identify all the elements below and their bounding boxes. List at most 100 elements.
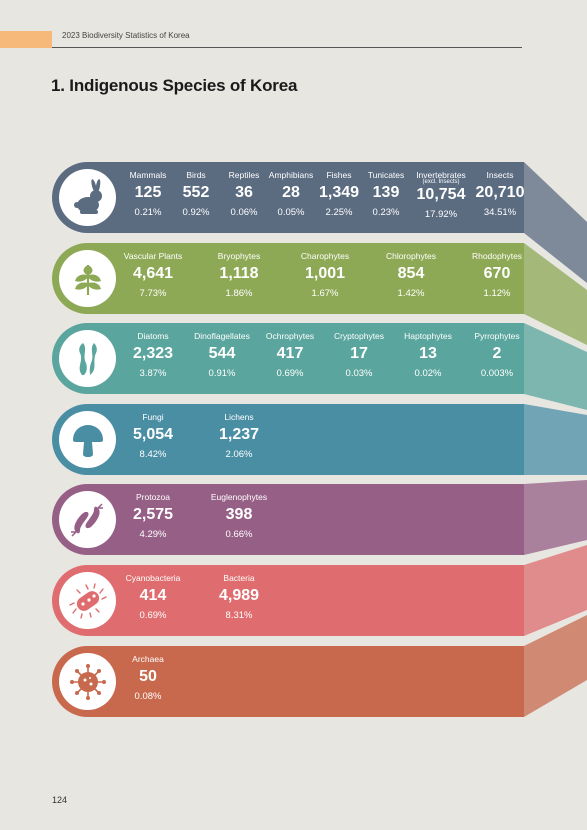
stat-percent: 0.03%	[345, 368, 373, 379]
stat-value: 1,118	[219, 265, 259, 282]
stat-value: 398	[225, 506, 253, 523]
stat-percent: 0.003%	[480, 368, 514, 379]
stat-label: Invertebrates	[416, 170, 466, 180]
band-animals: Mammals 125 0.21% Birds 552 0.92% Reptil…	[52, 162, 524, 233]
band-protozoa: Protozoa 2,575 4.29% Euglenophytes 398 0…	[52, 484, 524, 555]
stat-label: Tunicates	[367, 170, 405, 180]
stat-percent: 0.92%	[182, 207, 210, 218]
band-plants: Vascular Plants 4,641 7.73% Bryophytes 1…	[52, 243, 524, 314]
stat-value: 2,323	[132, 345, 174, 362]
stat-label: Charophytes	[300, 251, 350, 261]
stat-value: 1,001	[304, 265, 346, 282]
stat-rhodophytes: Rhodophytes 670 1.12%	[459, 243, 535, 314]
stat-percent: 1.86%	[225, 288, 253, 299]
stat-value: 17	[350, 345, 368, 362]
band-bacteria: Cyanobacteria 414 0.69% Bacteria 4,989 8…	[52, 565, 524, 636]
stat-value: 50	[139, 668, 157, 685]
stat-bryophytes: Bryophytes 1,118 1.86%	[201, 243, 277, 314]
stat-value: 139	[372, 184, 400, 201]
stat-label: Diatoms	[137, 331, 169, 341]
stat-label: Protozoa	[135, 492, 171, 502]
stat-percent: 0.69%	[139, 610, 167, 621]
stat-label: Mammals	[129, 170, 167, 180]
rabbit-icon	[73, 178, 102, 214]
stat-percent: 0.02%	[414, 368, 442, 379]
stat-percent: 8.42%	[139, 449, 167, 460]
running-header: 2023 Biodiversity Statistics of Korea	[62, 31, 190, 40]
stat-value: 1,237	[218, 426, 260, 443]
stat-label: Pyrrophytes	[474, 331, 520, 341]
header-accent-tab	[0, 31, 52, 48]
stat-fishes: Fishes 1,349 2.25%	[301, 162, 377, 233]
stat-label: Dinoflagellates	[194, 331, 250, 341]
page-title: 1. Indigenous Species of Korea	[51, 76, 298, 95]
stat-percent: 1.42%	[397, 288, 425, 299]
stat-label: Cryptophytes	[333, 331, 385, 341]
stat-lichens: Lichens 1,237 2.06%	[201, 404, 277, 475]
stat-haptophytes: Haptophytes 13 0.02%	[390, 323, 466, 394]
stat-label: Reptiles	[228, 170, 260, 180]
stat-percent: 0.21%	[134, 207, 162, 218]
stat-label: Fungi	[142, 412, 164, 422]
stat-cryptophytes: Cryptophytes 17 0.03%	[321, 323, 397, 394]
stat-percent: 1.12%	[483, 288, 511, 299]
stat-label: Lichens	[224, 412, 254, 422]
stat-value: 28	[282, 184, 300, 201]
stat-diatoms: Diatoms 2,323 3.87%	[115, 323, 191, 394]
stat-invertebrates: Invertebrates (excl. Insects) 10,754 17.…	[403, 162, 479, 233]
stat-percent: 7.73%	[139, 288, 167, 299]
seaweed-icon	[78, 342, 97, 375]
stat-percent: 3.87%	[139, 368, 167, 379]
stat-value: 4,989	[218, 587, 260, 604]
stat-percent: 17.92%	[424, 209, 458, 220]
stat-value: 1,349	[318, 184, 360, 201]
stat-sublabel: (excl. Insects)	[422, 179, 460, 185]
stat-percent: 2.06%	[225, 449, 253, 460]
stat-percent: 0.23%	[372, 207, 400, 218]
icon-circle	[59, 572, 116, 629]
stat-percent: 4.29%	[139, 529, 167, 540]
icon-circle	[59, 250, 116, 307]
stat-percent: 0.91%	[208, 368, 236, 379]
stat-label: Vascular Plants	[123, 251, 183, 261]
icon-circle	[59, 330, 116, 387]
page-number: 124	[52, 795, 68, 805]
stat-amphibians: Amphibians 28 0.05%	[253, 162, 329, 233]
stat-percent: 0.66%	[225, 529, 253, 540]
stat-percent: 34.51%	[483, 207, 517, 218]
bacteria-icon	[68, 582, 107, 619]
protozoa-icon	[70, 502, 103, 537]
stat-birds: Birds 552 0.92%	[158, 162, 234, 233]
stat-value: 4,641	[132, 265, 174, 282]
stat-label: Ochrophytes	[265, 331, 315, 341]
stat-label: Bryophytes	[217, 251, 261, 261]
stat-value: 10,754	[416, 186, 466, 203]
stat-label: Rhodophytes	[471, 251, 523, 261]
stat-label: Archaea	[132, 654, 164, 664]
stat-reptiles: Reptiles 36 0.06%	[206, 162, 282, 233]
stat-label: Chlorophytes	[385, 251, 437, 261]
stat-value: 125	[134, 184, 162, 201]
stat-chlorophytes: Chlorophytes 854 1.42%	[373, 243, 449, 314]
stat-bacteria: Bacteria 4,989 8.31%	[201, 565, 277, 636]
stat-value: 552	[182, 184, 210, 201]
stat-value: 2,575	[132, 506, 174, 523]
icon-circle	[59, 491, 116, 548]
stat-archaea: Archaea 50 0.08%	[110, 646, 186, 717]
band-fungi: Fungi 5,054 8.42% Lichens 1,237 2.06%	[52, 404, 524, 475]
band-algae: Diatoms 2,323 3.87% Dinoflagellates 544 …	[52, 323, 524, 394]
stat-value: 13	[419, 345, 437, 362]
stat-percent: 8.31%	[225, 610, 253, 621]
stat-label: Haptophytes	[404, 331, 452, 341]
stat-percent: 2.25%	[325, 207, 353, 218]
stat-pyrrophytes: Pyrrophytes 2 0.003%	[459, 323, 535, 394]
stat-ochrophytes: Ochrophytes 417 0.69%	[252, 323, 328, 394]
stat-dinoflagellates: Dinoflagellates 544 0.91%	[184, 323, 260, 394]
stat-value: 36	[235, 184, 253, 201]
stat-value: 854	[397, 265, 425, 282]
stat-fungi: Fungi 5,054 8.42%	[115, 404, 191, 475]
stat-label: Euglenophytes	[210, 492, 268, 502]
header-rule	[52, 47, 522, 48]
stat-label: Bacteria	[223, 573, 255, 583]
stat-value: 2	[492, 345, 502, 362]
